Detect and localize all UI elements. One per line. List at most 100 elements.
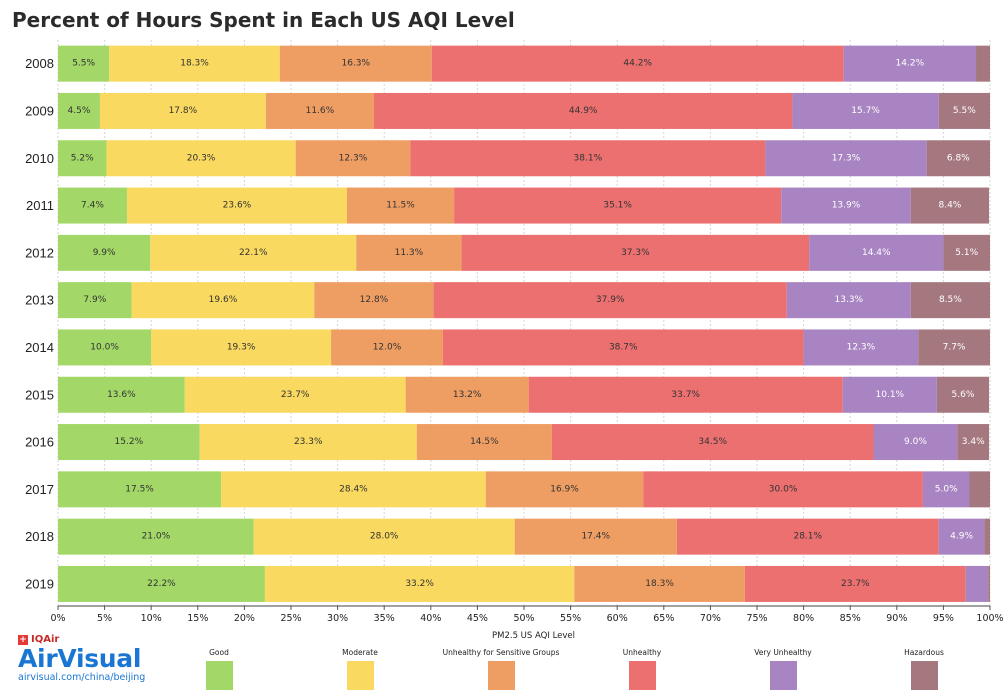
brand-logo[interactable]: + IQAir AirVisual airvisual.com/china/be…	[18, 634, 145, 683]
y-tick-label: 2015	[25, 387, 54, 402]
legend-swatch	[346, 661, 374, 690]
bar-data-label: 10.1%	[876, 390, 905, 400]
bar-segment	[984, 518, 990, 555]
bar-data-label: 17.5%	[125, 484, 154, 494]
bar-segment	[126, 187, 347, 224]
x-tick-label: 40%	[420, 613, 441, 624]
bar-data-label: 16.9%	[550, 484, 579, 494]
bar-data-label: 13.3%	[835, 295, 864, 305]
x-tick-label: 75%	[746, 613, 767, 624]
bar-segment	[58, 518, 254, 555]
bar-segment	[965, 565, 989, 602]
bar-segment	[943, 234, 990, 271]
bar-segment	[58, 234, 151, 271]
bar-data-label: 22.1%	[239, 248, 268, 258]
bar-segment	[514, 518, 677, 555]
bar-segment	[356, 234, 462, 271]
bar-segment	[99, 92, 266, 129]
bar-data-label: 13.2%	[453, 390, 482, 400]
bar-data-label: 5.2%	[71, 153, 94, 163]
bar-segment	[150, 234, 357, 271]
bar-data-label: 9.9%	[93, 248, 116, 258]
bar-data-label: 14.2%	[896, 59, 925, 69]
bar-segment	[910, 282, 990, 319]
bar-segment	[454, 187, 782, 224]
bar-data-label: 13.9%	[832, 201, 861, 211]
bar-segment	[58, 329, 152, 366]
x-tick-label: 85%	[840, 613, 861, 624]
bar-data-label: 14.5%	[470, 437, 499, 447]
bar-segment	[843, 45, 977, 82]
y-tick-label: 2012	[25, 245, 54, 260]
iqair-logo: + IQAir	[18, 634, 145, 645]
bar-segment	[485, 471, 644, 508]
chart-bars	[58, 45, 990, 602]
bar-segment	[295, 140, 411, 177]
bar-data-label: 33.2%	[405, 579, 434, 589]
bar-segment	[221, 471, 486, 508]
bar-data-label: 28.0%	[370, 532, 399, 542]
bar-segment	[131, 282, 315, 319]
x-tick-label: 55%	[560, 613, 581, 624]
bar-data-label: 30.0%	[769, 484, 798, 494]
bar-data-label: 14.4%	[862, 248, 891, 258]
bar-data-label: 8.5%	[939, 295, 962, 305]
bar-data-label: 28.4%	[339, 484, 368, 494]
bar-data-label: 7.9%	[83, 295, 106, 305]
bar-segment	[765, 140, 927, 177]
bar-data-label: 11.3%	[395, 248, 424, 258]
bar-data-label: 37.9%	[596, 295, 625, 305]
bar-segment	[58, 45, 110, 82]
bar-segment	[199, 424, 417, 461]
bar-segment	[58, 282, 132, 319]
bar-segment	[151, 329, 332, 366]
bar-data-label: 3.4%	[962, 437, 985, 447]
bar-segment	[744, 565, 966, 602]
bar-segment	[786, 282, 911, 319]
bar-data-label: 11.6%	[306, 106, 335, 116]
legend-item-moderate: Moderate	[300, 648, 420, 690]
legend-item-usg: Unhealthy for Sensitive Groups	[441, 648, 561, 690]
x-tick-label: 30%	[327, 613, 348, 624]
bar-data-label: 6.8%	[947, 153, 970, 163]
bar-data-label: 11.5%	[386, 201, 415, 211]
bar-segment	[314, 282, 434, 319]
bar-data-label: 21.0%	[142, 532, 171, 542]
bar-segment	[926, 140, 990, 177]
y-tick-label: 2011	[26, 198, 54, 213]
x-tick-label: 65%	[653, 613, 674, 624]
x-tick-label: 35%	[374, 613, 395, 624]
y-tick-label: 2014	[25, 340, 54, 355]
bar-segment	[676, 518, 939, 555]
bar-segment	[461, 234, 810, 271]
x-tick-label: 45%	[467, 613, 488, 624]
x-tick-label: 50%	[513, 613, 534, 624]
bar-data-label: 19.6%	[209, 295, 238, 305]
bar-segment	[938, 518, 985, 555]
x-tick-label: 100%	[976, 613, 1003, 624]
x-tick-label: 5%	[97, 613, 112, 624]
legend-swatch	[487, 661, 515, 690]
bar-data-label: 28.1%	[793, 532, 822, 542]
bar-data-label: 44.2%	[623, 59, 652, 69]
bar-segment	[184, 376, 406, 413]
bar-data-label: 4.5%	[68, 106, 91, 116]
bar-segment	[346, 187, 455, 224]
bar-segment	[957, 424, 990, 461]
bar-data-label: 15.2%	[115, 437, 144, 447]
bar-segment	[936, 376, 990, 413]
bar-data-label: 12.3%	[847, 342, 876, 352]
bar-data-label: 17.4%	[581, 532, 610, 542]
bar-segment	[106, 140, 296, 177]
bar-segment	[265, 92, 374, 129]
legend-swatch	[205, 661, 233, 690]
bar-data-label: 23.6%	[223, 201, 252, 211]
legend-label: Unhealthy	[622, 648, 662, 657]
x-axis-label: PM2.5 US AQI Level	[492, 631, 575, 641]
legend-item-good: Good	[159, 648, 279, 690]
legend-item-unhealthy: Unhealthy	[582, 648, 702, 690]
legend-item-very-unhealthy: Very Unhealthy	[723, 648, 843, 690]
bar-segment	[373, 92, 793, 129]
bar-segment	[528, 376, 843, 413]
bar-data-label: 17.3%	[832, 153, 861, 163]
